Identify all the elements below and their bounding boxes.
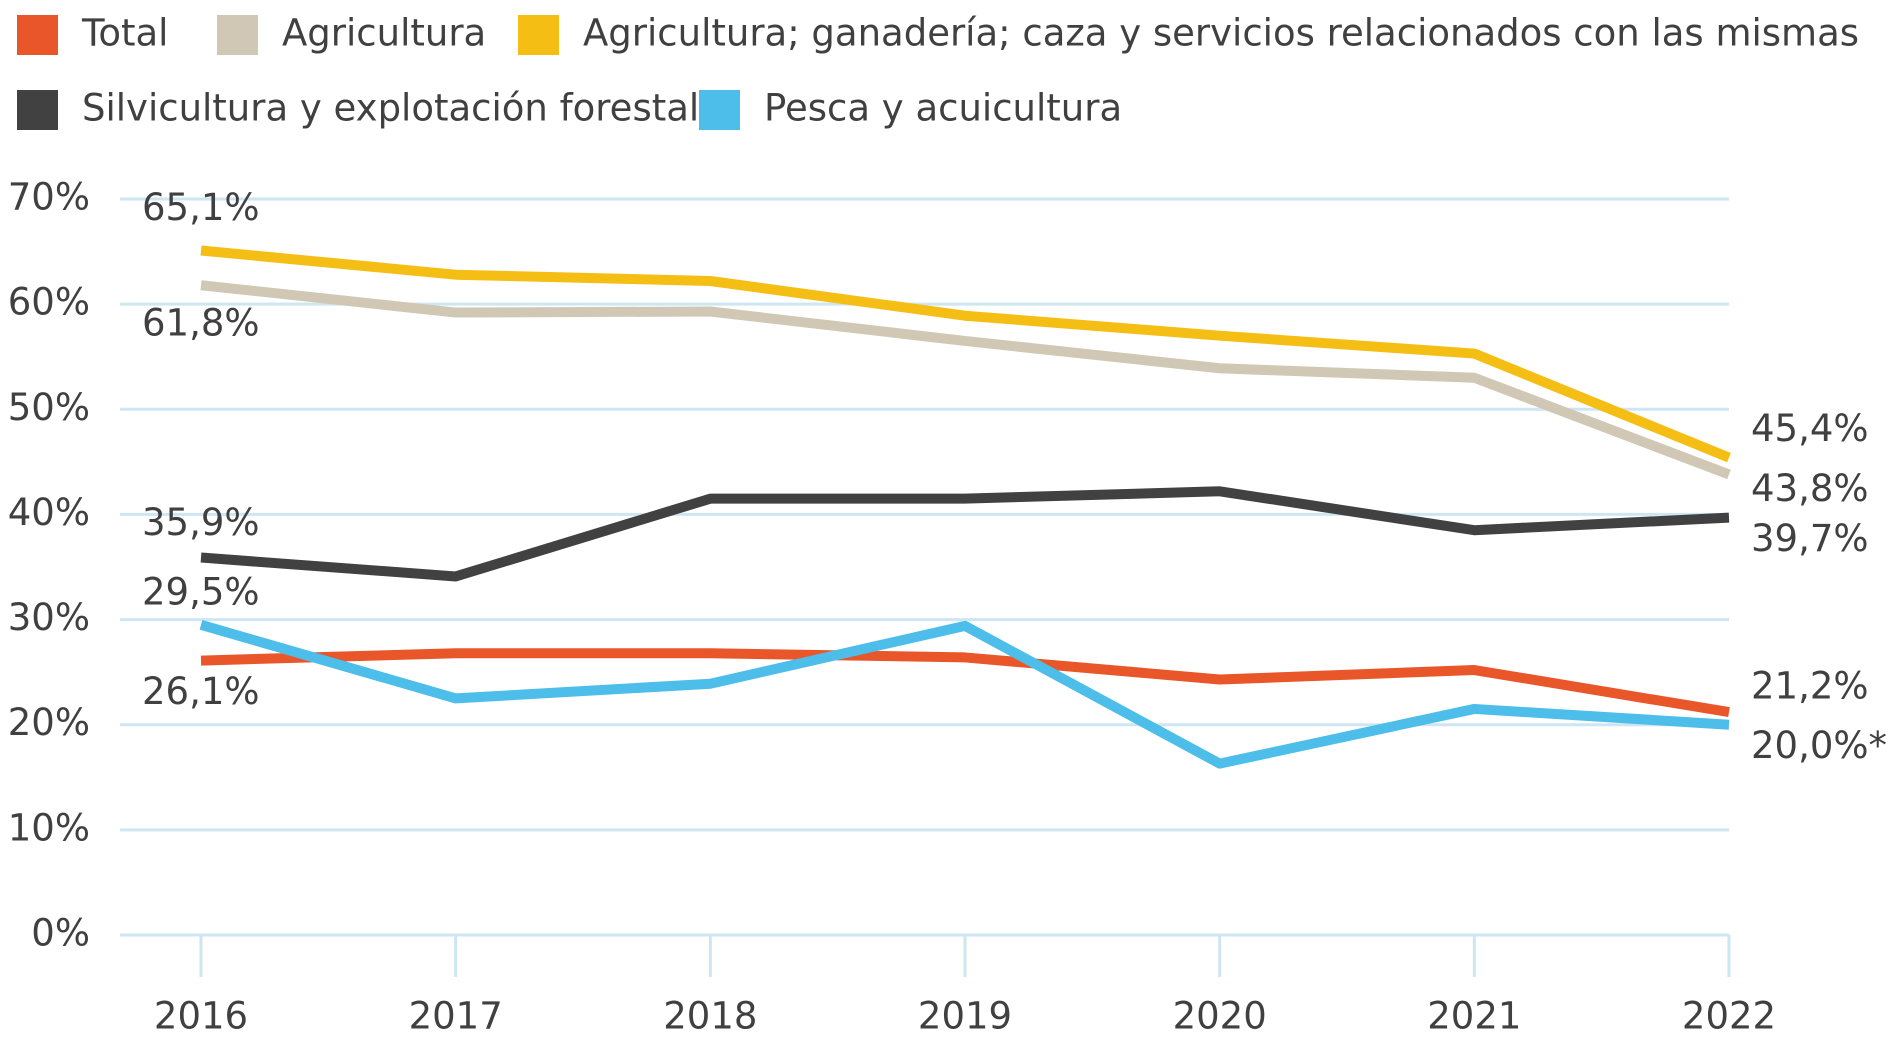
- value-label: 26,1%: [142, 670, 260, 713]
- x-tick-label: 2021: [1427, 995, 1521, 1037]
- x-tick-label: 2017: [409, 995, 503, 1037]
- legend-swatch: [17, 15, 58, 55]
- series-line: [200, 648, 1730, 718]
- y-tick-label: 50%: [8, 386, 90, 429]
- value-label: 43,8%: [1751, 467, 1869, 510]
- y-tick-label: 40%: [8, 491, 90, 534]
- value-label: 65,1%: [142, 186, 260, 229]
- value-label: 20,0%*: [1751, 724, 1887, 767]
- x-tick-label: 2020: [1173, 995, 1267, 1037]
- value-label: 61,8%: [142, 302, 260, 345]
- x-tick-label: 2022: [1682, 995, 1776, 1037]
- legend-swatch: [518, 15, 559, 55]
- x-tick-label: 2018: [663, 995, 757, 1037]
- legend-label: Agricultura; ganadería; caza y servicios…: [583, 12, 1859, 55]
- legend-swatch: [217, 15, 258, 55]
- value-label: 39,7%: [1751, 517, 1869, 560]
- y-tick-label: 60%: [8, 281, 90, 324]
- legend-label: Agricultura: [282, 12, 486, 55]
- legend-label: Pesca y acuicultura: [764, 87, 1122, 130]
- y-tick-label: 10%: [8, 806, 90, 849]
- series-line: [200, 486, 1730, 582]
- value-label: 29,5%: [142, 570, 260, 613]
- series-line: [200, 245, 1731, 463]
- x-tick-label: 2016: [154, 995, 248, 1037]
- series-line: [199, 620, 1730, 769]
- series-line: [200, 280, 1731, 480]
- value-label: 21,2%: [1751, 665, 1869, 708]
- y-tick-label: 70%: [8, 176, 90, 219]
- legend-swatch: [17, 90, 58, 130]
- legend-label: Total: [81, 12, 168, 55]
- y-tick-label: 0%: [31, 912, 90, 955]
- legend-swatch: [699, 90, 740, 130]
- legend-label: Silvicultura y explotación forestal: [82, 87, 699, 130]
- y-tick-label: 20%: [8, 701, 90, 744]
- y-tick-label: 30%: [8, 596, 90, 639]
- value-label: 35,9%: [142, 501, 260, 544]
- value-label: 45,4%: [1751, 407, 1869, 450]
- x-tick-label: 2019: [918, 995, 1012, 1037]
